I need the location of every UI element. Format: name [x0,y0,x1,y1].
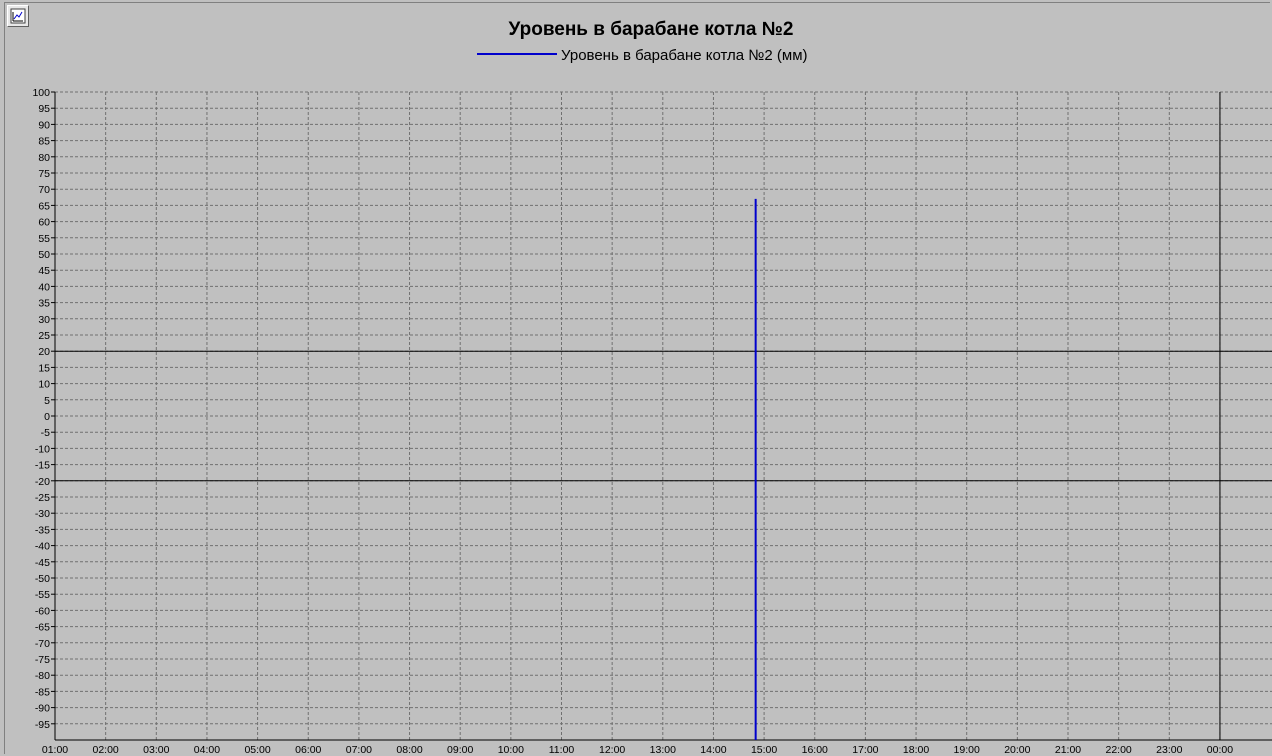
y-tick-label: 5 [44,395,50,407]
y-tick-label: -90 [35,703,50,715]
x-tick-label: 07:00 [346,744,372,756]
x-tick-label: 18:00 [903,744,929,756]
x-tick-label: 01:00 [42,744,68,756]
chart-settings-button[interactable] [7,5,29,27]
y-tick-label: -55 [35,589,50,601]
y-tick-label: -40 [35,541,50,553]
y-tick-label: 65 [38,200,50,212]
y-tick-label: 10 [38,379,50,391]
y-tick-label: 40 [38,281,50,293]
x-tick-label: 13:00 [650,744,676,756]
y-tick-label: 75 [38,168,50,180]
plot-area: 1009590858075706560555045403530252015105… [32,87,1272,756]
y-tick-label: 100 [32,87,50,99]
y-tick-label: 90 [38,119,50,131]
y-tick-label: -5 [41,427,50,439]
x-tick-label: 23:00 [1156,744,1182,756]
x-tick-label: 02:00 [93,744,119,756]
x-tick-label: 19:00 [954,744,980,756]
y-tick-label: -80 [35,670,50,682]
y-tick-label: 35 [38,298,50,310]
x-tick-label: 06:00 [295,744,321,756]
x-tick-label: 14:00 [700,744,726,756]
y-tick-label: -10 [35,443,50,455]
y-tick-label: 55 [38,233,50,245]
chart-title: Уровень в барабане котла №2 [509,19,794,40]
x-tick-label: 17:00 [852,744,878,756]
legend-label: Уровень в барабане котла №2 (мм) [561,47,808,64]
y-tick-label: 50 [38,249,50,261]
y-tick-label: -50 [35,573,50,585]
y-tick-label: 85 [38,136,50,148]
x-tick-label: 20:00 [1004,744,1030,756]
x-tick-label: 11:00 [549,744,575,756]
y-tick-label: -45 [35,557,50,569]
y-tick-label: 70 [38,184,50,196]
y-tick-label: 95 [38,103,50,115]
y-tick-label: -95 [35,719,50,731]
y-tick-label: -65 [35,622,50,634]
y-tick-label: 0 [44,411,50,423]
x-tick-label: 08:00 [396,744,422,756]
y-tick-label: -60 [35,605,50,617]
x-tick-label: 05:00 [244,744,270,756]
y-tick-label: -85 [35,686,50,698]
x-tick-label: 22:00 [1106,744,1132,756]
y-tick-label: 15 [38,362,50,374]
chart-frame [4,2,1270,754]
x-tick-label: 15:00 [751,744,777,756]
x-tick-label: 09:00 [447,744,473,756]
y-tick-label: -15 [35,460,50,472]
x-tick-label: 03:00 [143,744,169,756]
y-tick-label: 60 [38,217,50,229]
x-tick-label: 21:00 [1055,744,1081,756]
x-tick-label: 16:00 [802,744,828,756]
y-tick-label: 25 [38,330,50,342]
y-tick-label: -25 [35,492,50,504]
y-tick-label: 30 [38,314,50,326]
y-tick-label: -70 [35,638,50,650]
y-tick-label: -75 [35,654,50,666]
y-tick-label: -30 [35,508,50,520]
legend: Уровень в барабане котла №2 (мм) [477,47,808,64]
chart-settings-icon [10,8,26,24]
x-tick-label: 12:00 [599,744,625,756]
x-tick-label: 10:00 [498,744,524,756]
x-tick-label: 00:00 [1207,744,1233,756]
y-tick-label: 45 [38,265,50,277]
y-tick-label: 20 [38,346,50,358]
y-tick-label: -20 [35,476,50,488]
x-tick-label: 04:00 [194,744,220,756]
y-tick-label: 80 [38,152,50,164]
y-tick-label: -35 [35,524,50,536]
